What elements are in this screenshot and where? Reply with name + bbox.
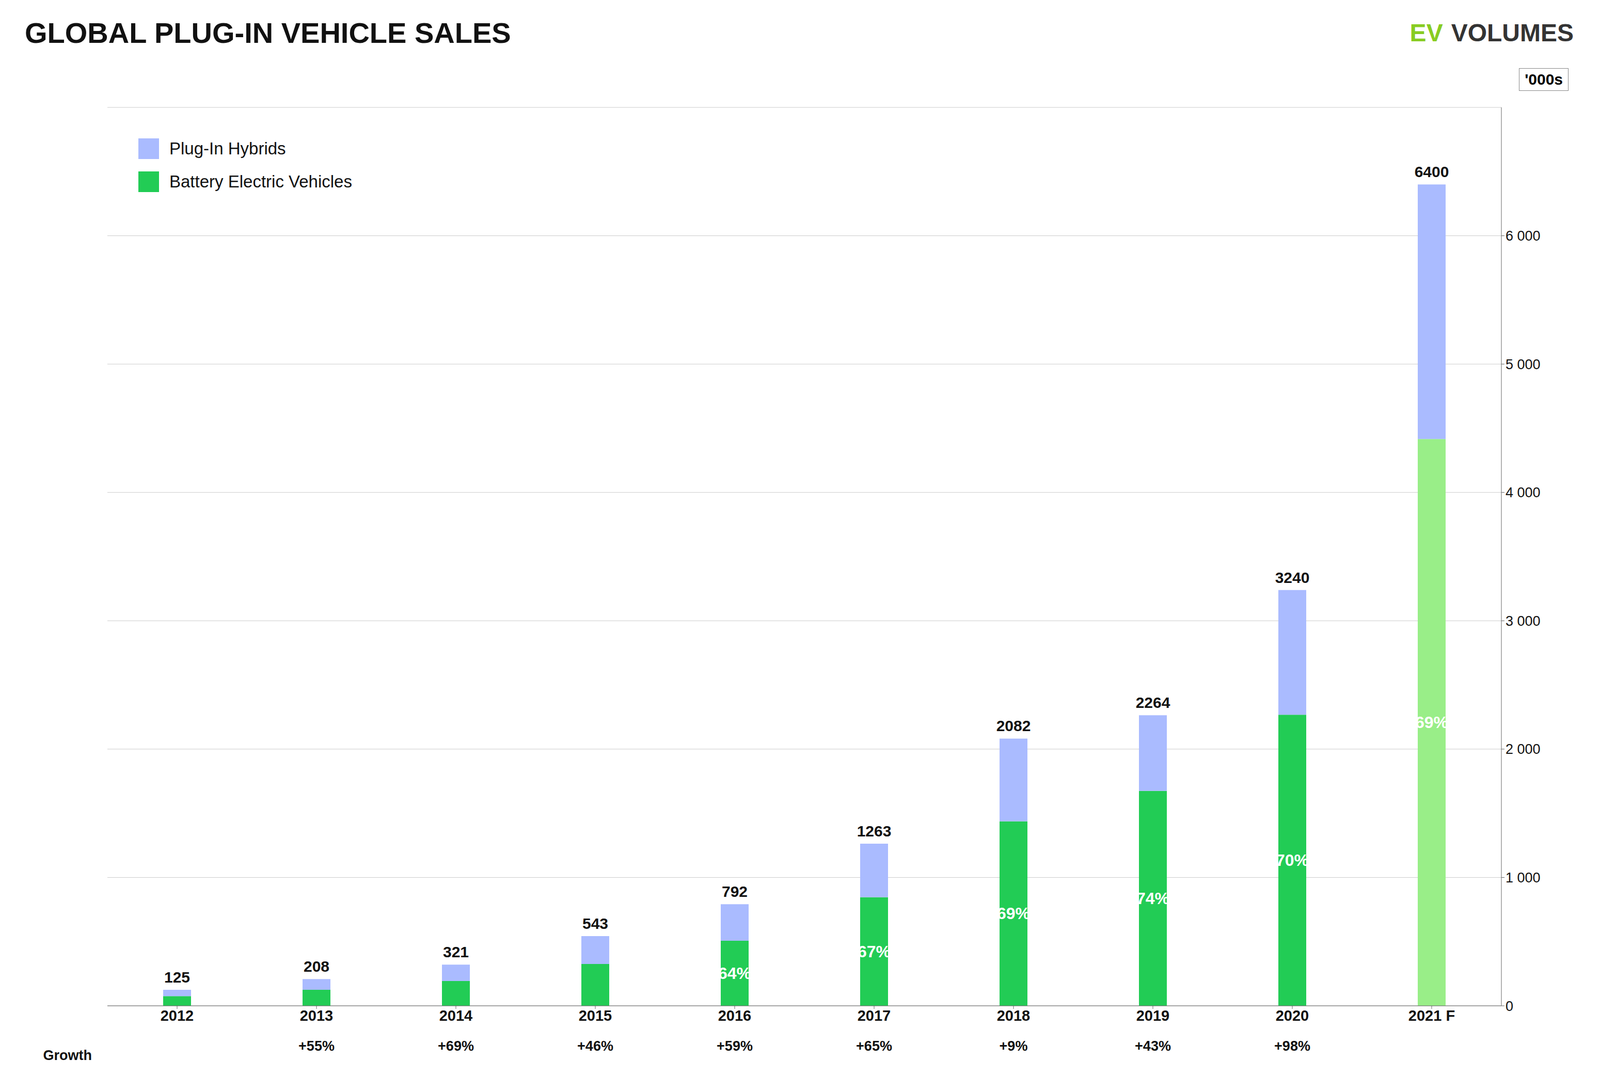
- svg-text:3 000: 3 000: [1505, 613, 1541, 629]
- svg-text:2013: 2013: [299, 1007, 334, 1024]
- html-text:EV VOLUMES: EV VOLUMES: [1409, 18, 1574, 47]
- svg-text:0: 0: [1505, 998, 1514, 1015]
- svg-text:2018: 2018: [996, 1007, 1031, 1024]
- svg-text:+9%: +9%: [999, 1038, 1028, 1054]
- svg-text:2 000: 2 000: [1505, 741, 1541, 757]
- svg-text:69%: 69%: [996, 904, 1031, 923]
- svg-text:+98%: +98%: [1274, 1038, 1311, 1054]
- svg-text:2016: 2016: [718, 1007, 752, 1024]
- svg-text:208: 208: [303, 957, 330, 975]
- html-text:Battery Electric Vehicles: Battery Electric Vehicles: [169, 171, 353, 192]
- svg-text:5 000: 5 000: [1505, 356, 1541, 373]
- svg-text:6400: 6400: [1414, 163, 1450, 181]
- svg-text:+69%: +69%: [437, 1038, 474, 1054]
- svg-text:67%: 67%: [857, 942, 891, 961]
- svg-text:2264: 2264: [1135, 693, 1171, 711]
- html-text:Plug-In Hybrids: Plug-In Hybrids: [169, 138, 286, 158]
- svg-text:6 000: 6 000: [1505, 228, 1541, 244]
- svg-text:+55%: +55%: [298, 1038, 335, 1054]
- svg-text:+46%: +46%: [577, 1038, 614, 1054]
- svg-text:1 000: 1 000: [1505, 869, 1541, 886]
- svg-text:321: 321: [442, 943, 469, 961]
- svg-text:64%: 64%: [718, 963, 752, 983]
- html-text:'000s: '000s: [1524, 70, 1563, 88]
- svg-text:74%: 74%: [1136, 889, 1170, 908]
- svg-text:543: 543: [582, 914, 609, 932]
- svg-text:2019: 2019: [1136, 1007, 1170, 1024]
- svg-text:+59%: +59%: [716, 1038, 753, 1054]
- svg-text:792: 792: [721, 882, 748, 900]
- html-text:GLOBAL PLUG-IN VEHICLE SALES: GLOBAL PLUG-IN VEHICLE SALES: [24, 16, 511, 49]
- svg-text:2020: 2020: [1275, 1007, 1310, 1024]
- svg-text:+65%: +65%: [856, 1038, 893, 1054]
- svg-text:70%: 70%: [1275, 850, 1309, 870]
- svg-text:2012: 2012: [160, 1007, 195, 1024]
- svg-text:2021 F: 2021 F: [1408, 1007, 1455, 1024]
- svg-text:2015: 2015: [578, 1007, 613, 1024]
- svg-text:2082: 2082: [996, 717, 1032, 735]
- svg-text:+43%: +43%: [1134, 1038, 1171, 1054]
- svg-text:1263: 1263: [857, 822, 892, 840]
- svg-text:69%: 69%: [1415, 713, 1449, 732]
- svg-text:4 000: 4 000: [1505, 484, 1541, 501]
- svg-text:125: 125: [164, 968, 190, 986]
- svg-text:2014: 2014: [439, 1007, 473, 1024]
- svg-text:2017: 2017: [857, 1007, 892, 1024]
- svg-text:3240: 3240: [1275, 568, 1310, 586]
- svg-text:Growth: Growth: [43, 1047, 93, 1064]
